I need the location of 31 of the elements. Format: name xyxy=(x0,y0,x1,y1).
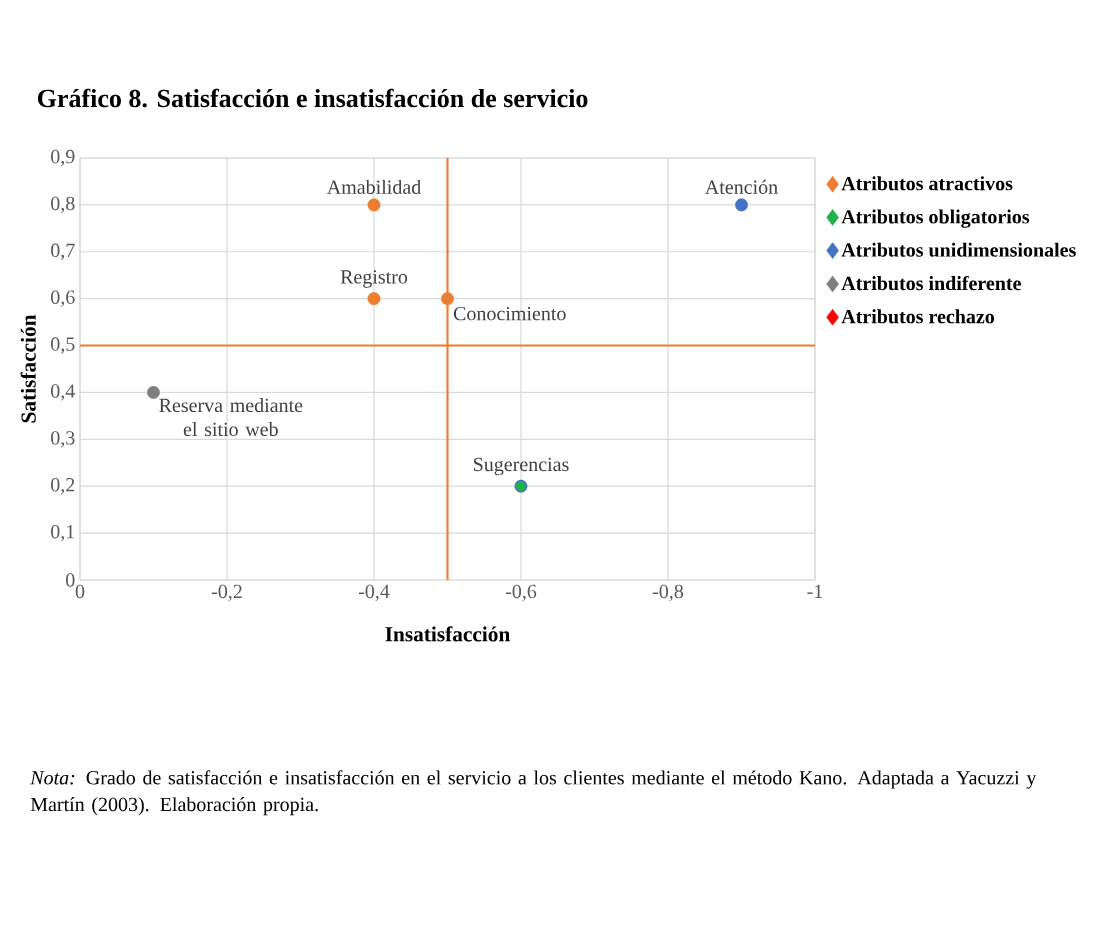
y-tick-label: 0 xyxy=(66,573,75,587)
x-tick-label: 0 xyxy=(75,584,85,599)
annotation: Conocimiento xyxy=(453,306,566,321)
y-axis-title: Satisfacción xyxy=(20,314,36,423)
chart-title: Gráfico 8. Satisfacción e insatisfacción de servicio xyxy=(37,88,588,108)
annotation: Atención xyxy=(705,179,778,194)
legend-label: Atributos obligatorios xyxy=(841,209,1030,228)
x-tick-label: -0,2 xyxy=(211,584,242,602)
y-tick-label: 0,8 xyxy=(51,196,75,214)
y-tick-label: 0,1 xyxy=(51,524,75,542)
y-tick-label: 0,5 xyxy=(51,337,75,354)
x-axis-title: Insatisfacción xyxy=(385,626,510,642)
y-tick-label: 0,9 xyxy=(51,149,75,167)
y-tick-label: 0,7 xyxy=(51,243,75,260)
legend-label: Atributos indiferente xyxy=(841,275,1021,291)
annotation: Registro xyxy=(340,270,408,288)
y-tick-label: 0,3 xyxy=(51,431,75,448)
y-tick-label: 0,4 xyxy=(51,384,75,401)
y-tick-label: 0,2 xyxy=(51,478,75,495)
legend-label: Atributos rechazo xyxy=(841,309,995,324)
annotation: Sugerencias xyxy=(474,457,569,476)
x-tick-label: -0,6 xyxy=(505,584,537,602)
x-tick-label: -1 xyxy=(807,584,823,598)
x-tick-label: -0,4 xyxy=(358,584,390,602)
legend-label: Atributos unidimensionales xyxy=(841,242,1076,257)
x-tick-label: -0,8 xyxy=(652,584,684,602)
annotation: Reserva mediante el sitio web xyxy=(159,398,303,437)
y-tick-label: 0,6 xyxy=(51,290,75,307)
legend-label: Atributos atractivos xyxy=(841,176,1013,191)
annotation: Amabilidad xyxy=(326,179,421,194)
text: Nota: Grado de satisfacción e insatisfacción en el servicio a los clientes mediante el método Kano. Adaptada a Yacuzzi y Martín (2003). Elaboración propia. xyxy=(30,770,1037,816)
